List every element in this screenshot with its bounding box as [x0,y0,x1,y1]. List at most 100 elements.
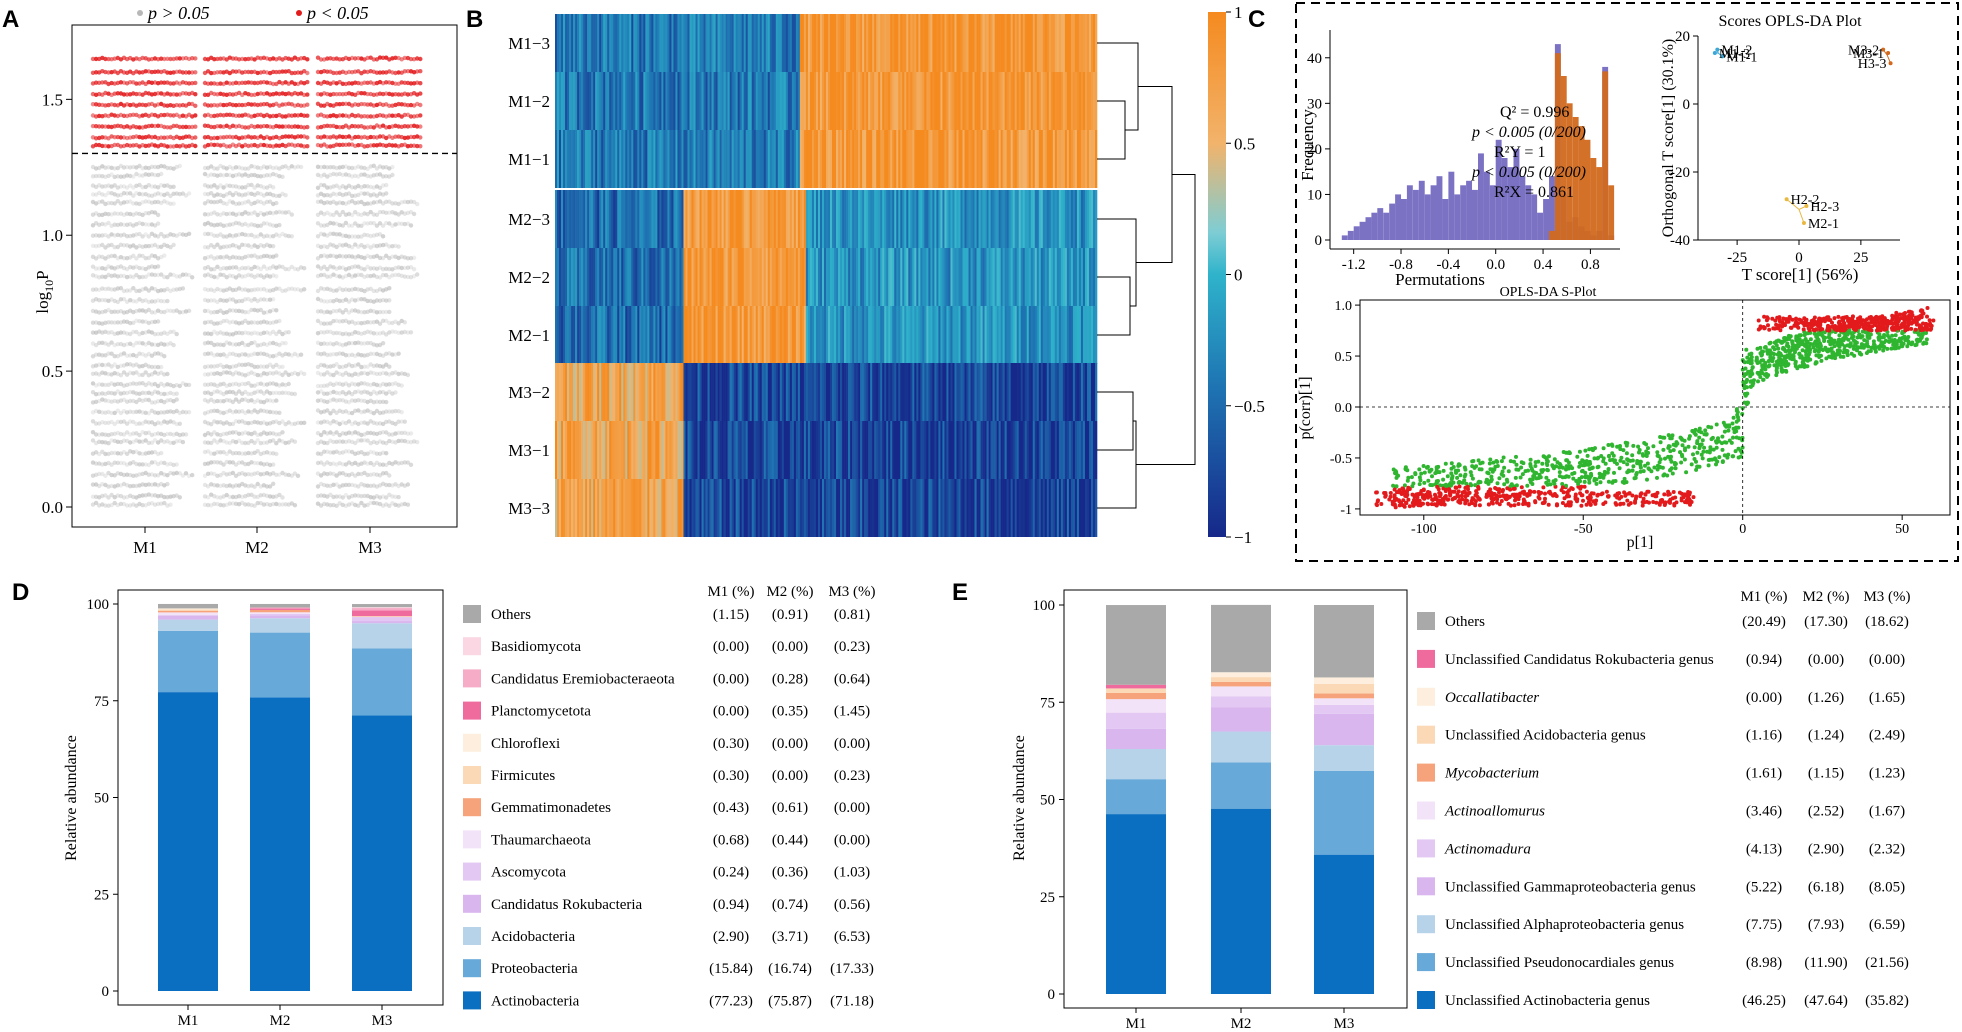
heatmap-cell [739,248,742,306]
heatmap-cell [817,248,821,306]
heatmap-cell [821,72,825,130]
heatmap-cell [605,190,608,248]
heatmap-cell [974,130,977,188]
heatmap-cell [862,248,865,306]
ns-point [274,200,279,206]
heatmap-cell [721,130,724,188]
heatmap-cell [781,130,785,188]
heatmap-cell [988,190,991,248]
heatmap-cell [982,190,985,248]
heatmap-cell [998,130,1001,188]
heatmap-cell [1014,130,1018,188]
ns-point [162,234,167,239]
ns-point [162,199,167,204]
sig-point [174,69,179,75]
heatmap-cell [799,190,803,248]
heatmap-cell [817,14,821,72]
heatmap-cell [775,72,779,130]
sig-point [193,135,198,140]
heatmap-cell [645,72,648,130]
sig-point [418,81,423,86]
heatmap-cell [1020,130,1024,188]
sig-point [174,56,179,61]
heatmap-cell [1076,190,1080,248]
heatmap-cell [621,130,624,188]
ns-point [115,193,121,198]
heatmap-cell [751,14,755,72]
heatmap-cell [713,130,716,188]
heatmap-cell [942,190,945,248]
ns-point [97,222,102,227]
heatmap-cell [637,130,640,188]
ns-point [152,223,158,228]
heatmap-cell [567,130,570,188]
ns-point [162,192,167,198]
ns-point [97,243,102,248]
ns-point [121,256,127,261]
heatmap-cell [561,190,564,248]
heatmap-cell [797,14,801,72]
heatmap-cell [583,72,586,130]
heatmap-cell [914,72,917,130]
heatmap-cell [1030,130,1034,188]
a-xtick-label: M2 [245,538,269,557]
ns-point [152,164,158,170]
heatmap-cell [870,190,873,248]
heatmap-cell [894,130,897,188]
heatmap-cell [922,14,925,72]
heatmap-cell [655,72,658,130]
heatmap-cell [1020,14,1024,72]
ns-point [140,234,145,239]
heatmap-cell [787,14,791,72]
heatmap-cell [868,130,871,188]
heatmap-cell [826,72,829,130]
heatmap-cell [649,190,652,248]
heatmap-cell [653,190,656,248]
ns-point [155,185,161,190]
heatmap-cell [1054,72,1058,130]
heatmap-cell [765,248,769,306]
heatmap-cell [729,130,732,188]
heatmap-cell [928,130,931,188]
heatmap-cell [723,72,726,130]
heatmap-cell [898,14,901,72]
heatmap-cell [1072,72,1076,130]
heatmap-cell [691,130,694,188]
heatmap-cell [571,72,574,130]
heatmap-cell [850,14,853,72]
heatmap-cell [836,248,839,306]
heatmap-cell [773,130,777,188]
heatmap-cell [836,72,839,130]
ns-point [115,232,121,238]
heatmap-cell [695,248,698,306]
heatmap-cell [563,248,566,306]
heatmap-cell [725,72,728,130]
heatmap-cell [982,14,985,72]
heatmap-cell [717,72,720,130]
heatmap-cell [713,14,716,72]
heatmap-cell [1090,190,1094,248]
heatmap-cell [1052,14,1056,72]
heatmap-cell [1074,130,1078,188]
heatmap-cell [751,72,755,130]
heatmap-cell [846,72,849,130]
sig-point [143,69,148,74]
heatmap-cell [912,72,915,130]
heatmap-cell [639,14,642,72]
heatmap-cell [707,14,710,72]
ns-point [90,264,96,269]
heatmap-cell [793,72,797,130]
heatmap-cell [866,72,869,130]
heatmap-cell [763,130,767,188]
ns-point [390,172,395,178]
heatmap-cell [894,14,897,72]
ns-point [186,382,192,388]
ns-point [97,190,102,196]
heatmap-cell [912,14,915,72]
heatmap-cell [850,248,853,306]
ns-point [168,193,173,199]
heatmap-cell [759,130,763,188]
heatmap-cell [815,130,819,188]
heatmap-cell [914,130,917,188]
heatmap-cell [667,248,670,306]
